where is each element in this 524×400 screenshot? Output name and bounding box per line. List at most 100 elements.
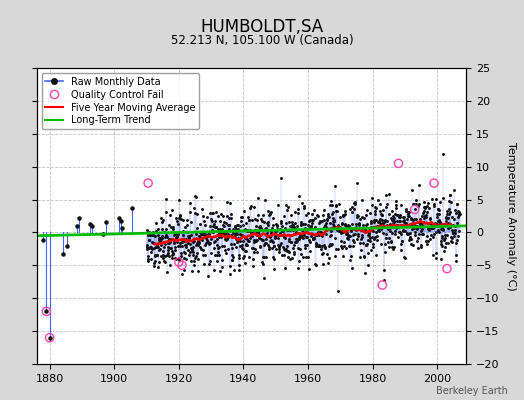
Point — [419, 204, 428, 210]
Point — [385, 191, 393, 198]
Point — [290, 242, 298, 248]
Point — [399, 214, 407, 220]
Point — [225, 222, 233, 228]
Point — [322, 224, 331, 230]
Point — [280, 246, 288, 252]
Point — [377, 226, 385, 232]
Point — [271, 233, 280, 240]
Point — [418, 212, 426, 219]
Point — [402, 230, 411, 236]
Point — [423, 200, 432, 206]
Point — [230, 240, 238, 247]
Point — [272, 221, 280, 227]
Point — [157, 253, 165, 260]
Point — [403, 230, 411, 237]
Point — [247, 217, 256, 223]
Point — [336, 230, 345, 236]
Point — [313, 231, 321, 238]
Point — [285, 238, 293, 244]
Point — [157, 236, 166, 242]
Point — [159, 247, 167, 254]
Point — [195, 232, 203, 239]
Point — [429, 252, 437, 258]
Point — [278, 223, 286, 229]
Point — [225, 222, 233, 228]
Point — [158, 218, 166, 225]
Point — [406, 230, 414, 237]
Point — [417, 242, 425, 248]
Point — [167, 255, 176, 261]
Point — [200, 218, 208, 225]
Point — [184, 252, 193, 258]
Point — [178, 239, 187, 246]
Point — [428, 196, 436, 202]
Point — [445, 224, 454, 230]
Point — [328, 202, 336, 208]
Point — [257, 226, 265, 233]
Point — [327, 232, 335, 238]
Point — [359, 222, 367, 228]
Point — [396, 214, 404, 220]
Point — [197, 246, 205, 252]
Point — [210, 245, 219, 251]
Point — [392, 218, 401, 225]
Point — [432, 250, 440, 256]
Point — [281, 265, 289, 272]
Point — [249, 248, 258, 255]
Point — [407, 215, 415, 221]
Point — [393, 222, 401, 228]
Point — [145, 229, 153, 235]
Point — [292, 229, 300, 236]
Point — [367, 219, 375, 226]
Point — [212, 208, 220, 215]
Point — [391, 202, 400, 208]
Point — [387, 238, 395, 244]
Point — [339, 212, 347, 219]
Point — [170, 240, 178, 246]
Point — [241, 235, 249, 241]
Point — [182, 241, 191, 248]
Point — [374, 218, 383, 225]
Point — [177, 250, 185, 256]
Point — [348, 242, 357, 249]
Point — [203, 214, 212, 220]
Point — [451, 258, 460, 264]
Point — [116, 218, 125, 224]
Point — [315, 220, 323, 226]
Point — [230, 233, 238, 239]
Point — [448, 214, 456, 220]
Point — [221, 231, 229, 237]
Point — [375, 223, 383, 230]
Point — [261, 197, 269, 203]
Point — [168, 252, 176, 258]
Point — [144, 232, 152, 238]
Point — [216, 230, 225, 236]
Point — [406, 234, 414, 240]
Point — [215, 244, 223, 251]
Point — [174, 259, 183, 265]
Point — [298, 234, 307, 240]
Point — [321, 244, 329, 251]
Point — [294, 235, 303, 242]
Point — [372, 205, 380, 211]
Point — [379, 219, 388, 226]
Point — [250, 204, 259, 211]
Point — [436, 241, 445, 248]
Point — [321, 227, 330, 233]
Point — [253, 237, 261, 244]
Point — [308, 217, 316, 223]
Point — [226, 240, 235, 247]
Point — [214, 245, 222, 251]
Point — [268, 254, 277, 260]
Point — [347, 226, 355, 232]
Point — [219, 213, 227, 219]
Point — [341, 211, 350, 217]
Point — [333, 288, 342, 294]
Point — [194, 238, 202, 244]
Point — [381, 234, 390, 241]
Point — [156, 215, 165, 222]
Point — [452, 240, 460, 246]
Point — [86, 220, 94, 227]
Point — [446, 192, 454, 198]
Point — [367, 247, 375, 254]
